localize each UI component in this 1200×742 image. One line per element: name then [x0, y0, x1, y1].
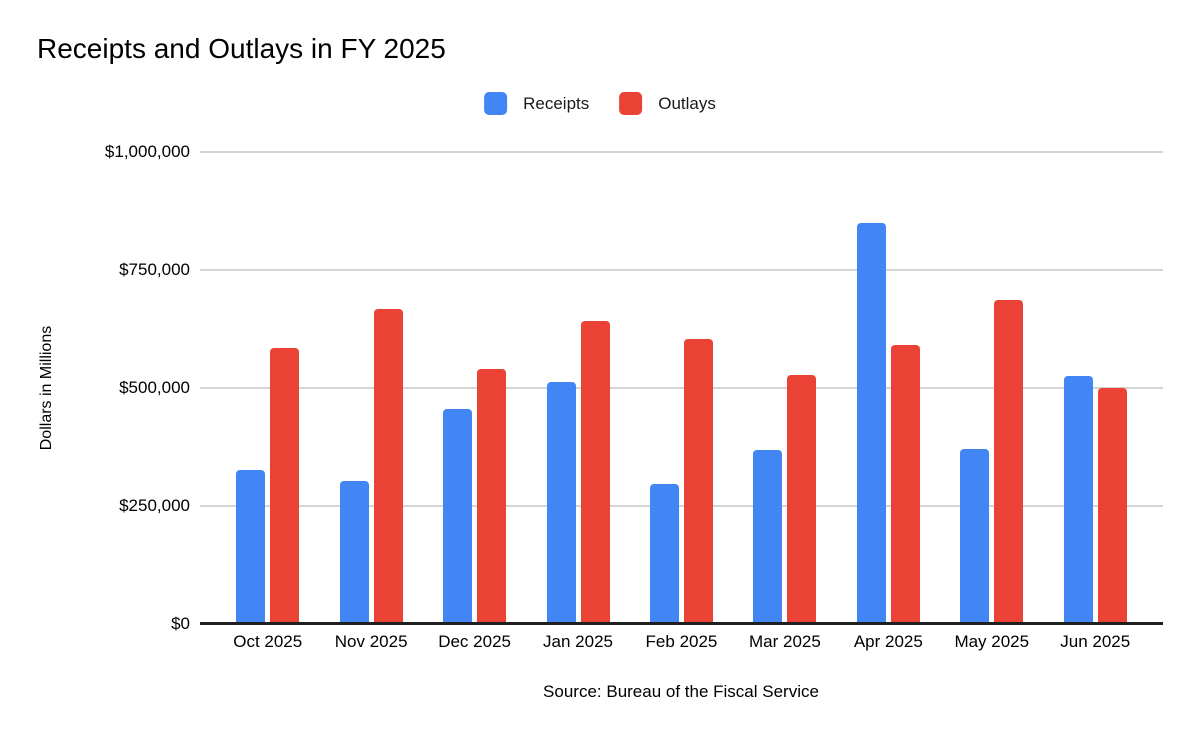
legend-label-outlays: Outlays	[658, 93, 716, 113]
bar-receipts-oct-2025[interactable]	[236, 469, 266, 624]
bar-group-apr-2025	[837, 152, 940, 624]
bar-outlays-oct-2025[interactable]	[270, 348, 300, 624]
x-axis-labels: Oct 2025 Nov 2025 Dec 2025 Jan 2025 Feb 2025…	[216, 632, 1147, 652]
bar-outlays-apr-2025[interactable]	[890, 344, 920, 624]
x-label-jan-2025: Jan 2025	[543, 632, 613, 651]
legend-swatch-receipts	[484, 92, 508, 115]
bar-outlays-jun-2025[interactable]	[1097, 388, 1127, 624]
gridline-1000000	[200, 151, 1163, 153]
bar-group-oct-2025	[216, 152, 319, 624]
bars-row	[216, 152, 1147, 624]
gridline-250000	[200, 505, 1163, 507]
plot-area	[200, 151, 1163, 625]
x-label-feb-2025: Feb 2025	[645, 632, 718, 651]
x-label-nov-2025: Nov 2025	[334, 632, 408, 651]
y-tick-250-000: $250,000	[119, 496, 190, 515]
x-label-may-2025: May 2025	[954, 632, 1030, 651]
legend-swatch-outlays	[619, 92, 643, 115]
source-note: Source: Bureau of the Fiscal Service	[543, 682, 819, 701]
legend: Receipts Outlays	[484, 92, 716, 115]
y-tick-1-000-000: $1,000,000	[104, 142, 190, 161]
x-label-jun-2025: Jun 2025	[1060, 632, 1131, 651]
bar-group-jun-2025	[1044, 152, 1147, 624]
x-label-oct-2025: Oct 2025	[233, 632, 303, 651]
bar-group-jan-2025	[526, 152, 629, 624]
bar-receipts-mar-2025[interactable]	[753, 450, 783, 624]
bar-outlays-jan-2025[interactable]	[580, 320, 610, 624]
bar-group-nov-2025	[319, 152, 422, 624]
bar-group-feb-2025	[630, 152, 733, 624]
bar-receipts-jun-2025[interactable]	[1063, 375, 1093, 624]
bar-receipts-apr-2025[interactable]	[856, 222, 886, 624]
legend-item-receipts[interactable]: Receipts	[484, 92, 589, 115]
bar-receipts-jan-2025[interactable]	[546, 381, 576, 624]
x-label-dec-2025: Dec 2025	[438, 632, 511, 651]
x-axis-line	[200, 622, 1163, 625]
bar-outlays-may-2025[interactable]	[994, 299, 1024, 624]
bar-outlays-nov-2025[interactable]	[373, 308, 403, 624]
y-tick-500-000: $500,000	[119, 378, 190, 397]
legend-label-receipts: Receipts	[523, 93, 590, 113]
gridline-500000	[200, 387, 1163, 389]
bar-group-dec-2025	[423, 152, 526, 624]
bar-outlays-mar-2025[interactable]	[787, 374, 817, 624]
bar-receipts-nov-2025[interactable]	[339, 481, 369, 624]
bar-outlays-feb-2025[interactable]	[683, 339, 713, 624]
y-tick-0: $0	[171, 614, 190, 633]
bar-outlays-dec-2025[interactable]	[477, 368, 507, 624]
y-tick-750-000: $750,000	[119, 260, 190, 279]
bar-group-mar-2025	[733, 152, 836, 624]
x-label-mar-2025: Mar 2025	[748, 632, 821, 651]
bar-receipts-may-2025[interactable]	[960, 448, 990, 624]
bar-receipts-dec-2025[interactable]	[443, 409, 473, 624]
bar-receipts-feb-2025[interactable]	[649, 484, 679, 624]
legend-item-outlays[interactable]: Outlays	[619, 92, 716, 115]
y-axis-tick-labels: $1,000,000 $750,000 $500,000 $250,000 $0	[0, 142, 190, 633]
x-label-apr-2025: Apr 2025	[853, 632, 923, 651]
bar-group-may-2025	[940, 152, 1043, 624]
chart-title: Receipts and Outlays in FY 2025	[37, 33, 446, 64]
gridline-750000	[200, 269, 1163, 271]
